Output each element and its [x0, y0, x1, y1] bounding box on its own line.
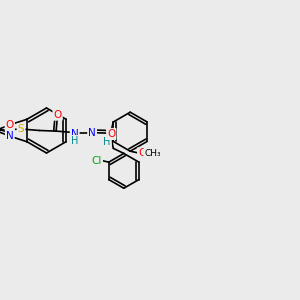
Text: S: S [18, 124, 24, 134]
Text: O: O [138, 148, 146, 158]
Text: N: N [6, 131, 14, 141]
Text: H: H [71, 136, 78, 146]
Text: O: O [53, 110, 62, 120]
Text: N: N [88, 128, 96, 138]
Text: O: O [107, 129, 116, 139]
Text: H: H [103, 137, 111, 147]
Text: CH₃: CH₃ [144, 149, 161, 158]
Text: O: O [6, 120, 14, 130]
Text: Cl: Cl [92, 156, 102, 166]
Text: N: N [71, 128, 79, 139]
